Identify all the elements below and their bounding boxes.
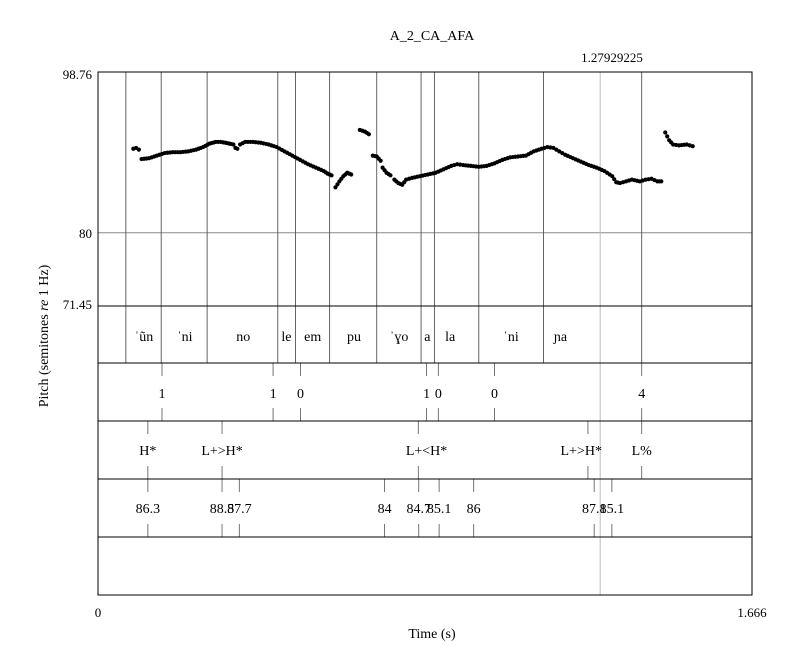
break-index-label: 0 [491,387,498,402]
y-axis-label-part-1: Pitch (semitones [37,311,52,407]
y-axis-label: Pitch (semitones re 1 Hz) [37,264,52,407]
syllable-label: ˈni [177,330,193,345]
pitch-point [333,185,338,190]
chart-title: A_2_CA_AFA [390,29,475,44]
pitch-point [663,130,668,135]
tier-labels: ˈũn ˈni no le em pu ˈɣo a la ˈni ɲa1 1 0 1 0 0 4H* L+>H* L… [135,330,653,517]
pitch-value-label: 85.1 [600,502,625,517]
break-index-label: 0 [435,387,442,402]
pitch-point [612,177,617,182]
pitch-value-label: 85.1 [427,502,452,517]
tier-tick-marks [147,363,643,537]
pitch-point [231,142,236,147]
pitch-points [131,127,695,190]
syllable-label: ˈni [503,330,519,345]
syllable-label: ˈũn [135,330,154,345]
syllable-label: le [281,330,291,345]
tone-label: L+<H* [406,444,447,459]
pitch-point [659,179,664,184]
pitch-value-label: 84.7 [406,502,431,517]
syllable-label: ˈɣo [390,330,409,345]
syllable-label: em [304,330,321,345]
syllable-label: a [424,330,431,345]
pitch-value-label: 88.5 [210,502,235,517]
pitch-value-label: 86 [467,502,481,517]
pitch-point [388,173,393,178]
y-tick-label-top: 98.76 [63,67,93,82]
break-index-label: 4 [638,387,645,402]
y-tick-label-bottom: 71.45 [63,297,92,312]
x-axis-label: Time (s) [408,627,456,642]
pitch-point [366,132,371,137]
pitch-point [610,174,615,179]
pitch-point [349,172,354,177]
pitch-value-label: 84 [378,502,392,517]
x-tick-label-end: 1.666 [737,605,767,620]
pitch-point [378,158,383,163]
pitch-point [136,147,141,152]
break-index-label: 0 [297,387,304,402]
pitch-point [665,134,670,139]
y-axis-label-part-3: 1 Hz) [37,264,52,299]
pitch-value-label: 87.1 [582,502,607,517]
tone-label: H* [139,444,156,459]
pitch-value-label: 86.3 [136,502,161,517]
syllable-label: ɲa [553,330,568,345]
syllable-label: no [236,330,250,345]
break-index-label: 1 [270,387,277,402]
x-tick-label-start: 0 [95,605,102,620]
y-axis-label-part-2: re [37,300,52,311]
pitch-point [329,173,334,178]
chart-frame [97,71,753,596]
pitch-value-label: 87.7 [227,502,252,517]
syllable-label: pu [347,330,361,345]
tone-label: L+>H* [201,444,242,459]
syllable-label: la [445,330,456,345]
tier-frame [97,71,753,596]
break-index-label: 1 [423,387,430,402]
pitch-point [235,146,240,151]
tone-label: L+>H* [561,444,602,459]
syllable-boundaries [125,72,643,363]
break-index-label: 1 [158,387,165,402]
cursor-time-label: 1.27929225 [581,50,643,65]
pitch-point [690,144,695,149]
pitch-point [335,182,340,187]
y-tick-label-mid: 80 [79,226,92,241]
tone-label: L% [632,444,653,459]
